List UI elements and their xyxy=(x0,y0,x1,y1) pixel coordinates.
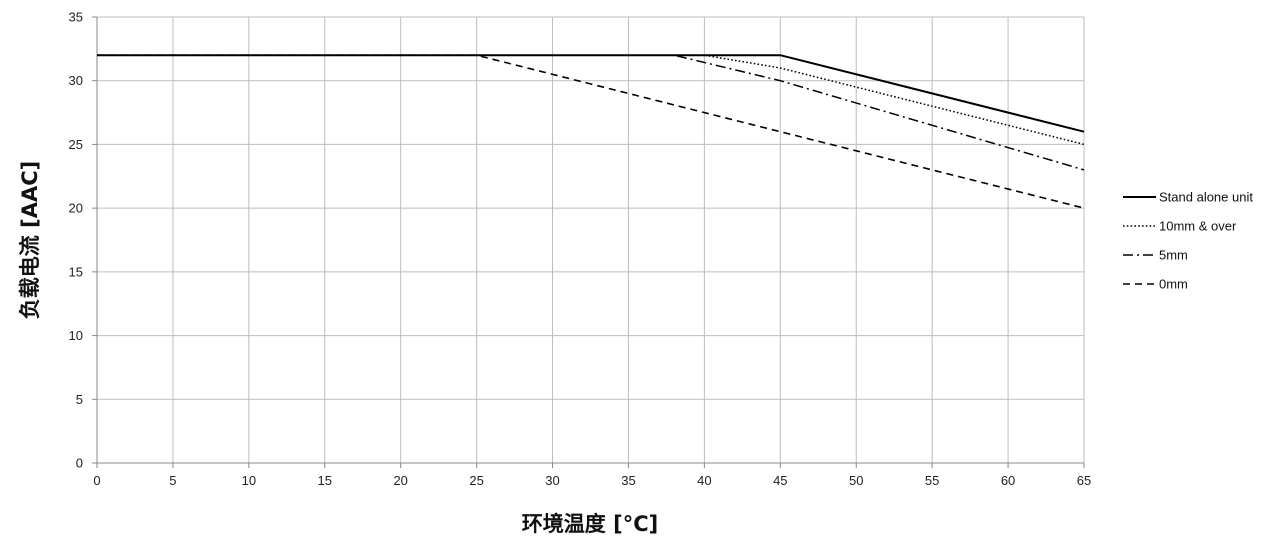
legend-label: 5mm xyxy=(1159,248,1188,263)
axes: 0 5 10 15 20 25 30 35 40 45 50 55 60 65 0 5 10 15 20 25 30 35 xyxy=(69,10,1092,489)
x-tick-label: 40 xyxy=(697,473,711,488)
legend-label: 0mm xyxy=(1159,277,1188,292)
series-line-0 xyxy=(97,54,1085,133)
grid xyxy=(96,16,1085,464)
series-line-1 xyxy=(97,54,1085,146)
y-tick-label: 25 xyxy=(69,137,83,152)
y-tick-label: 30 xyxy=(69,73,83,88)
y-tick-label: 5 xyxy=(76,392,83,407)
x-tick-label: 10 xyxy=(242,473,256,488)
x-tick-label: 60 xyxy=(1001,473,1015,488)
y-tick-label: 10 xyxy=(69,328,83,343)
x-tick-label: 15 xyxy=(318,473,332,488)
x-tick-label: 35 xyxy=(621,473,635,488)
x-tick-label: 55 xyxy=(925,473,939,488)
series-lines xyxy=(97,54,1085,209)
legend: Stand alone unit 10mm & over 5mm 0mm xyxy=(1123,190,1253,292)
x-tick-label: 5 xyxy=(169,473,176,488)
x-tick-label: 65 xyxy=(1077,473,1091,488)
y-tick-label: 15 xyxy=(69,264,83,279)
series-line-3 xyxy=(97,54,1085,209)
x-tick-label: 0 xyxy=(93,473,100,488)
x-tick-label: 45 xyxy=(773,473,787,488)
x-axis-title: 环境温度 [°C] xyxy=(522,512,658,536)
legend-label: 10mm & over xyxy=(1159,219,1237,234)
x-tick-label: 30 xyxy=(545,473,559,488)
y-tick-label: 35 xyxy=(69,10,83,25)
x-tick-label: 20 xyxy=(393,473,407,488)
y-tick-label: 0 xyxy=(76,456,83,471)
y-axis-title: 负载电流 [AAC] xyxy=(18,161,42,319)
series-line-2 xyxy=(97,54,1085,171)
legend-label: Stand alone unit xyxy=(1159,190,1253,205)
x-tick-label: 50 xyxy=(849,473,863,488)
x-tick-label: 25 xyxy=(469,473,483,488)
y-tick-label: 20 xyxy=(69,201,83,216)
